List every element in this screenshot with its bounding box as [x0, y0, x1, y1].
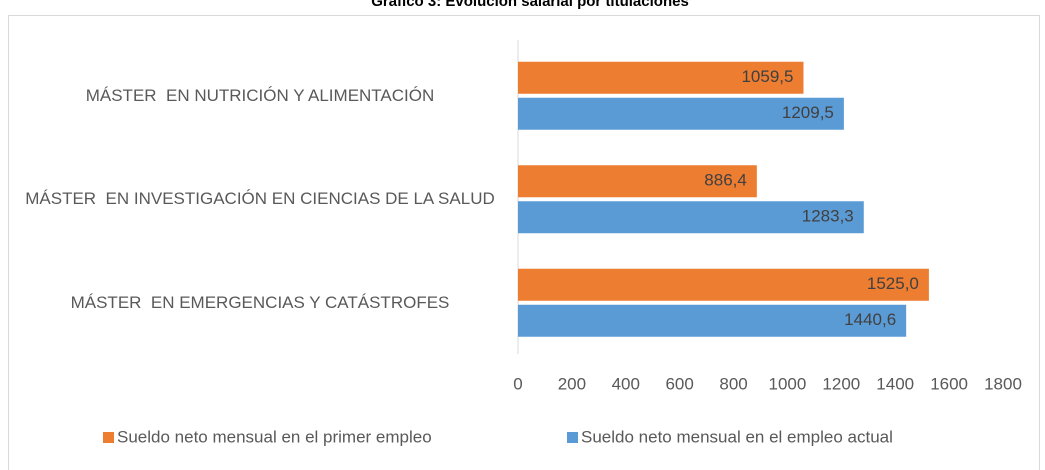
- value-label: 886,4: [704, 171, 747, 190]
- bar: [518, 61, 804, 94]
- x-tick-label: 200: [558, 374, 586, 393]
- bar: [518, 201, 864, 234]
- x-tick-label: 1600: [930, 374, 968, 393]
- value-label: 1440,6: [844, 310, 896, 329]
- x-tick-label: 0: [513, 374, 522, 393]
- x-tick-label: 1200: [822, 374, 860, 393]
- value-label: 1283,3: [802, 207, 854, 226]
- legend-swatch: [103, 432, 114, 443]
- value-label: 1059,5: [741, 67, 793, 86]
- value-label: 1209,5: [782, 103, 834, 122]
- x-tick-label: 600: [665, 374, 693, 393]
- category-label: MÁSTER EN EMERGENCIAS Y CATÁSTROFES: [70, 292, 450, 312]
- legend-label: Sueldo neto mensual en el primer empleo: [117, 427, 432, 446]
- category-label: MÁSTER EN NUTRICIÓN Y ALIMENTACIÓN: [85, 85, 435, 105]
- x-tick-label: 800: [719, 374, 747, 393]
- bar: [518, 268, 929, 301]
- chart-title: Gráfico 3: Evolución salarial por titula…: [371, 0, 689, 10]
- bar: [518, 97, 844, 130]
- x-tick-label: 1000: [769, 374, 807, 393]
- bar: [518, 304, 907, 337]
- legend-swatch: [567, 432, 578, 443]
- x-tick-label: 1400: [876, 374, 914, 393]
- bar: [518, 165, 757, 198]
- value-label: 1525,0: [867, 274, 919, 293]
- legend-label: Sueldo neto mensual en el empleo actual: [581, 427, 893, 446]
- x-tick-label: 400: [612, 374, 640, 393]
- x-tick-label: 1800: [984, 374, 1022, 393]
- category-label: MÁSTER EN INVESTIGACIÓN EN CIENCIAS DE L…: [25, 189, 495, 209]
